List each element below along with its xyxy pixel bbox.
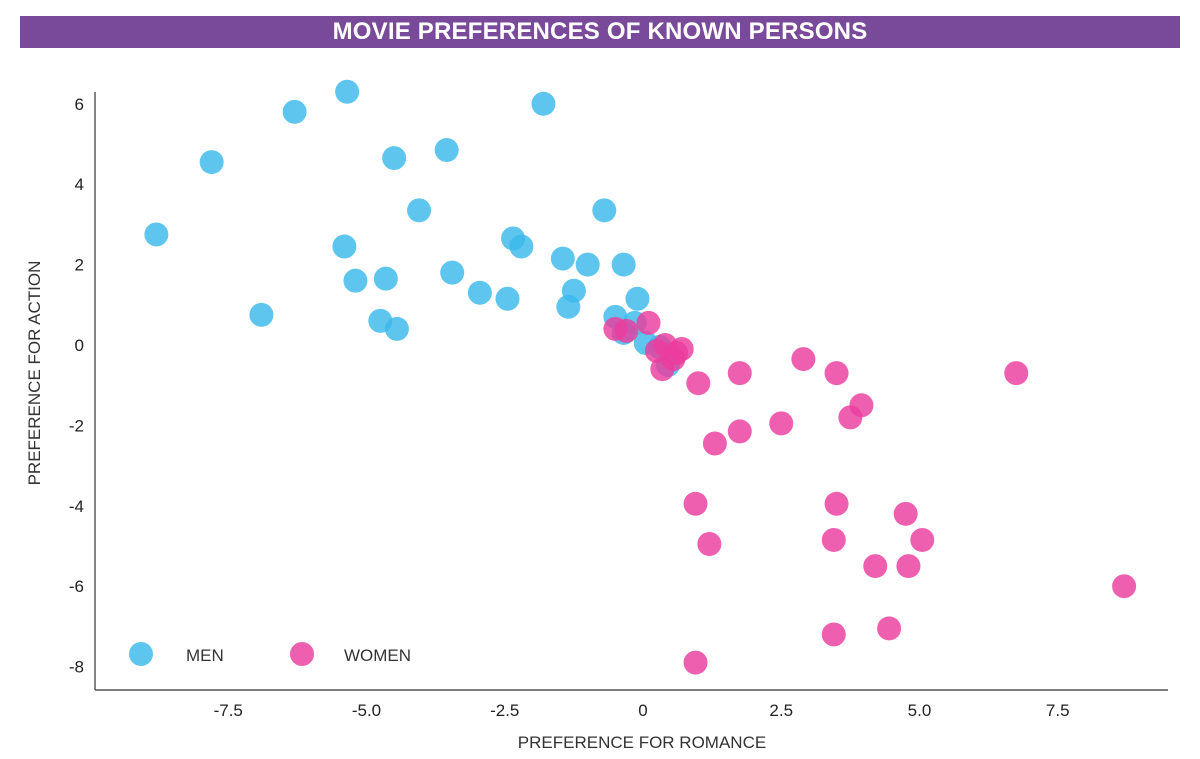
- women-point: [702, 431, 727, 456]
- women-point: [877, 616, 902, 641]
- women-point: [821, 622, 846, 647]
- women-point: [636, 310, 661, 335]
- y-tick-label: -6: [69, 577, 84, 596]
- y-tick-label: -4: [69, 497, 84, 516]
- men-point: [592, 198, 617, 223]
- men-point: [373, 266, 398, 291]
- x-tick-label: -7.5: [214, 701, 243, 720]
- women-point: [863, 554, 888, 579]
- men-point: [384, 316, 409, 341]
- men-point: [249, 302, 274, 327]
- men-point: [434, 138, 459, 163]
- men-point: [495, 286, 520, 311]
- women-point: [896, 554, 921, 579]
- men-point: [332, 234, 357, 259]
- men-point: [611, 252, 636, 277]
- men-point: [144, 222, 169, 247]
- men-point: [382, 146, 407, 171]
- y-tick-label: 2: [75, 256, 84, 275]
- men-point: [199, 150, 224, 175]
- women-point: [683, 491, 708, 516]
- x-tick-label: 5.0: [908, 701, 932, 720]
- x-tick-label: -2.5: [490, 701, 519, 720]
- women-point: [821, 527, 846, 552]
- men-point: [509, 234, 534, 259]
- men-point: [335, 79, 360, 104]
- women-point: [910, 527, 935, 552]
- y-tick-label: 4: [75, 175, 84, 194]
- women-point: [664, 341, 689, 366]
- y-tick-label: -8: [69, 658, 84, 677]
- legend-women-marker: [290, 642, 314, 666]
- legend-women-label: WOMEN: [344, 646, 411, 665]
- women-point: [1112, 574, 1137, 599]
- x-tick-label: 0: [638, 701, 647, 720]
- men-point: [550, 246, 575, 271]
- legend-men-label: MEN: [186, 646, 224, 665]
- women-point: [614, 318, 639, 343]
- y-tick-labels: 6 4 2 0 -2 -4 -6 -8: [69, 95, 84, 677]
- axes: [94, 92, 1168, 691]
- x-tick-labels: -7.5 -5.0 -2.5 0 2.5 5.0 7.5: [214, 701, 1070, 720]
- y-tick-label: 0: [75, 336, 84, 355]
- chart-title-bar: MOVIE PREFERENCES OF KNOWN PERSONS: [20, 16, 1180, 48]
- women-point: [1004, 361, 1029, 386]
- men-point: [625, 286, 650, 311]
- y-tick-label: -2: [69, 416, 84, 435]
- x-tick-label: 2.5: [769, 701, 793, 720]
- women-point: [727, 361, 752, 386]
- x-tick-label: -5.0: [352, 701, 381, 720]
- women-point: [727, 419, 752, 444]
- women-point: [838, 405, 863, 430]
- men-point: [282, 99, 307, 124]
- data-points: [144, 79, 1137, 675]
- women-point: [769, 411, 794, 436]
- men-point: [440, 260, 465, 285]
- men-point: [343, 268, 368, 293]
- chart-title: MOVIE PREFERENCES OF KNOWN PERSONS: [332, 18, 868, 45]
- women-point: [893, 501, 918, 526]
- men-point: [575, 252, 600, 277]
- legend: MEN WOMEN: [129, 642, 411, 666]
- x-axis-label: PREFERENCE FOR ROMANCE: [518, 733, 766, 752]
- men-point: [556, 294, 581, 319]
- x-tick-label: 7.5: [1046, 701, 1070, 720]
- y-axis-label: PREFERENCE FOR ACTION: [25, 261, 44, 486]
- y-tick-label: 6: [75, 95, 84, 114]
- women-point: [824, 491, 849, 516]
- men-point: [531, 91, 556, 116]
- women-point: [650, 357, 675, 382]
- men-point: [467, 280, 492, 305]
- men-point: [407, 198, 432, 223]
- women-point: [697, 531, 722, 556]
- legend-men-marker: [129, 642, 153, 666]
- women-point: [686, 371, 711, 396]
- women-point: [824, 361, 849, 386]
- women-point: [683, 650, 708, 675]
- women-point: [791, 347, 816, 372]
